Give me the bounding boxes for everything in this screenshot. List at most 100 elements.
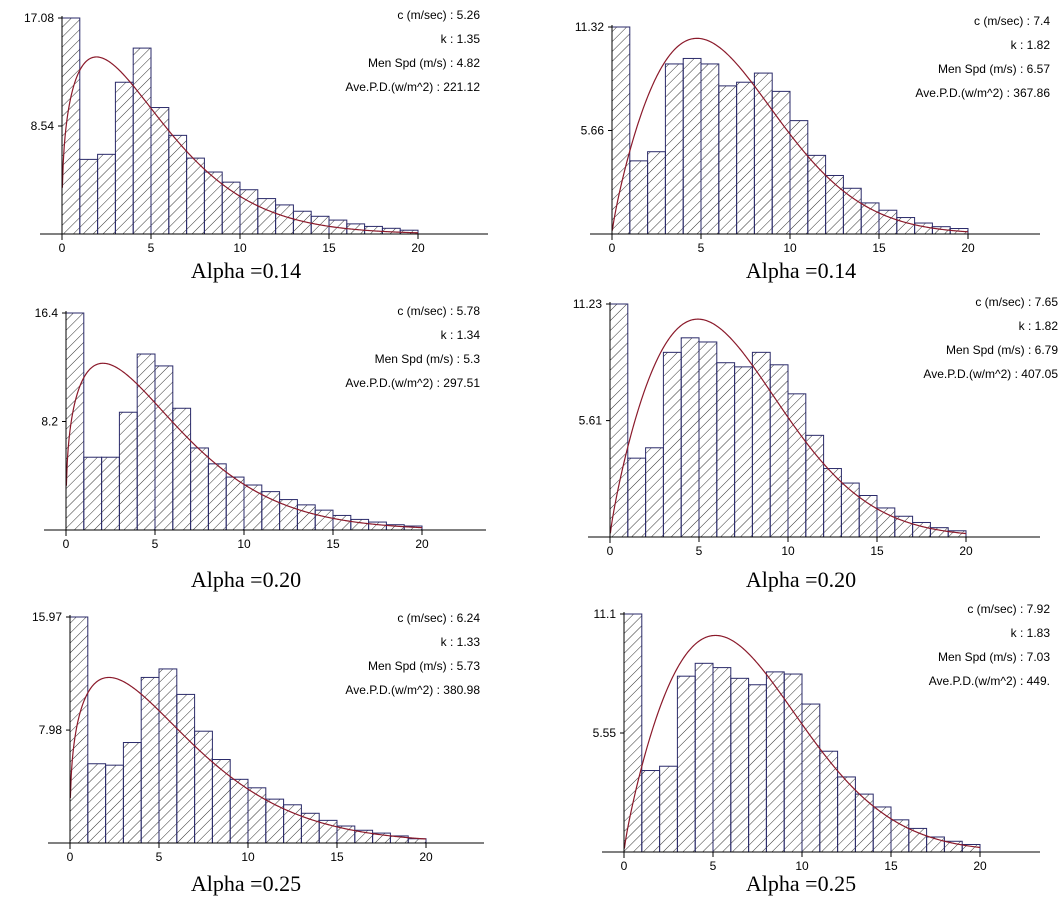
histogram-panel-6: 11.1 5.55 0 5 10 15 20 c (m/sec) : 7.92 k : 1.83… xyxy=(593,602,1051,896)
x-tick-label: 15 xyxy=(870,544,884,558)
x-tick-label: 5 xyxy=(152,537,159,551)
histogram-bar xyxy=(627,457,647,538)
histogram-bar xyxy=(718,85,738,235)
histogram-bar xyxy=(105,764,124,844)
y-tick-label: 17.08 xyxy=(24,11,54,25)
stat-annotation: c (m/sec) : 7.65 xyxy=(975,295,1058,309)
x-tick-label: 0 xyxy=(67,850,74,864)
stat-annotation: Ave.P.D.(w/m^2) : 449. xyxy=(929,674,1050,688)
weibull-curve xyxy=(611,37,969,233)
histogram-bar xyxy=(801,703,821,853)
stat-annotation: k : 1.83 xyxy=(1011,626,1051,640)
weibull-curve xyxy=(69,676,427,840)
histogram-bar xyxy=(61,17,81,235)
histogram-bar xyxy=(641,770,661,853)
histogram-bar xyxy=(239,189,259,235)
histogram-bar xyxy=(842,187,862,235)
histogram-bar xyxy=(876,507,896,538)
histogram-bar xyxy=(771,90,791,235)
x-tick-label: 15 xyxy=(872,241,886,255)
histogram-bar xyxy=(150,107,170,235)
histogram-bar xyxy=(712,667,732,853)
histogram-bar xyxy=(203,171,223,235)
histogram-bar xyxy=(611,26,631,235)
histogram-bar xyxy=(819,750,839,853)
y-tick-label: 15.97 xyxy=(32,610,62,624)
x-tick-label: 10 xyxy=(241,850,255,864)
histogram-bar xyxy=(368,521,387,531)
y-tick-label: 7.98 xyxy=(39,723,63,737)
histogram-bar xyxy=(101,456,120,531)
histogram-bar xyxy=(769,364,789,538)
x-tick-label: 10 xyxy=(233,241,247,255)
histogram-bar xyxy=(136,353,156,531)
histogram-bar xyxy=(662,351,682,538)
weibull-curve xyxy=(61,56,419,234)
stat-annotation: Ave.P.D.(w/m^2) : 380.98 xyxy=(345,683,480,697)
histogram-panel-4: 11.23 5.61 0 5 10 15 20 c (m/sec) : 7.65 k : 1.8… xyxy=(573,295,1058,592)
histogram-panel-3: 16.4 8.2 0 5 10 15 20 c (m/sec) : 5.78 k : 1.34 M… xyxy=(35,304,486,592)
stat-annotation: c (m/sec) : 5.26 xyxy=(397,8,480,22)
histogram-bar xyxy=(872,806,892,853)
histogram-bar xyxy=(645,447,664,538)
histogram-bar xyxy=(296,504,316,531)
histogram-bar xyxy=(765,671,785,853)
stat-annotation: k : 1.82 xyxy=(1019,319,1059,333)
histogram-bar xyxy=(229,778,249,844)
stat-annotation: k : 1.34 xyxy=(441,328,481,342)
histogram-bar xyxy=(914,222,933,235)
histogram-bar xyxy=(247,787,267,844)
histogram-bar xyxy=(676,675,696,853)
panel-caption: Alpha =0.25 xyxy=(746,871,856,896)
histogram-bar xyxy=(300,812,320,844)
stat-annotation: k : 1.35 xyxy=(441,32,481,46)
x-tick-label: 5 xyxy=(698,241,705,255)
y-tick-label: 16.4 xyxy=(35,306,59,320)
histogram-bar xyxy=(122,742,142,844)
stat-annotation: Ave.P.D.(w/m^2) : 367.86 xyxy=(915,86,1050,100)
x-tick-label: 15 xyxy=(884,859,898,873)
histogram-bar xyxy=(823,468,842,538)
histogram-bar xyxy=(158,668,178,844)
histogram-bar xyxy=(783,673,803,853)
histogram-bar xyxy=(314,509,334,531)
stat-annotation: Men Spd (m/s) : 4.82 xyxy=(368,56,480,70)
histogram-bar xyxy=(172,407,192,531)
y-tick-label: 11.23 xyxy=(573,297,602,311)
weibull-curve xyxy=(609,318,967,535)
x-tick-label: 10 xyxy=(237,537,251,551)
histogram-bar xyxy=(332,514,352,531)
weibull-curve xyxy=(65,362,423,529)
histogram-bar xyxy=(65,312,85,531)
stat-annotation: Ave.P.D.(w/m^2) : 297.51 xyxy=(345,376,480,390)
histogram-bar xyxy=(748,684,767,853)
histogram-bar xyxy=(700,63,720,235)
histogram-bar xyxy=(840,482,860,538)
histogram-panel-2: 11.32 5.66 0 5 10 15 20 c (m/sec) : 7.4 k : 1.82… xyxy=(575,14,1050,283)
x-tick-label: 10 xyxy=(781,544,795,558)
x-tick-label: 20 xyxy=(415,537,429,551)
histogram-panel-1: 17.08 8.54 0 5 10 15 20 c (m/sec) : 5.26 k : 1.3… xyxy=(24,8,488,283)
histogram-bar xyxy=(275,204,294,235)
histogram-bar xyxy=(682,57,702,235)
histogram-bar xyxy=(787,393,807,538)
x-tick-label: 15 xyxy=(322,241,336,255)
histogram-bar xyxy=(168,134,188,235)
histogram-bar xyxy=(79,158,99,235)
stat-annotation: Men Spd (m/s) : 7.03 xyxy=(938,650,1050,664)
histogram-bar xyxy=(694,662,714,853)
histogram-panel-5: 15.97 7.98 0 5 10 15 20 c (m/sec) : 6.24 k : 1.3… xyxy=(32,610,484,896)
x-tick-label: 20 xyxy=(961,241,975,255)
histogram-bar xyxy=(664,63,684,235)
histogram-bar xyxy=(854,793,874,853)
histogram-bar xyxy=(807,154,827,235)
stat-annotation: k : 1.82 xyxy=(1011,38,1051,52)
y-tick-label: 5.61 xyxy=(579,414,603,428)
histogram-bar xyxy=(97,153,116,235)
histogram-bar xyxy=(805,434,825,538)
histogram-bar xyxy=(211,759,231,844)
x-tick-label: 0 xyxy=(607,544,614,558)
histogram-bar xyxy=(318,819,338,844)
histogram-bar xyxy=(243,484,263,531)
x-tick-label: 0 xyxy=(63,537,70,551)
